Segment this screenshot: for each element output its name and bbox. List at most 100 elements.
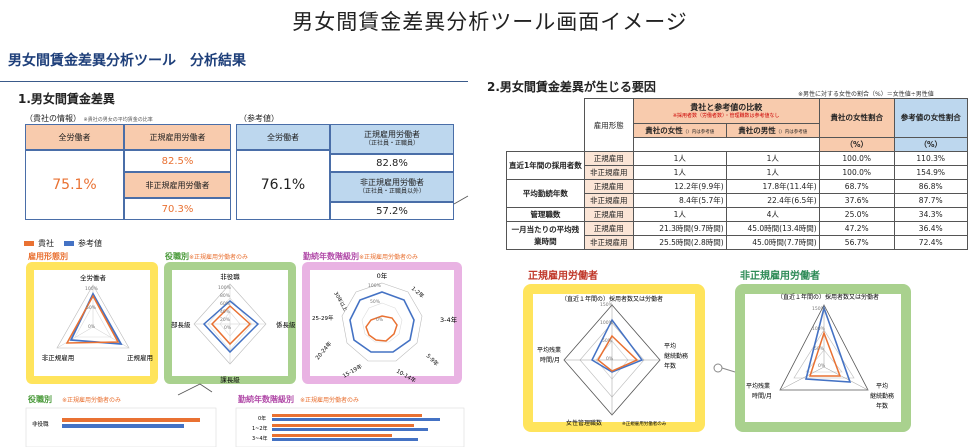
tenure-bar-cat-2: 3~4年 [252,435,268,442]
nonregular-tick-0: 0% [818,363,826,369]
table-row: 平均勤続年数 正規雇用 12.2年(9.9年) 17.8年(11.4年) 68.… [506,179,968,208]
nonregular-panel-title: 非正規雇用労働者 [740,271,820,282]
legend-company-swatch [24,241,34,246]
employment-tick-0: 0% [88,324,96,330]
reference-label: （参考値） [239,114,279,123]
employment-panel-inner [34,270,150,376]
regular-axis-tenure: 平均 [664,342,676,350]
tenure-tick-100: 100% [368,283,382,289]
tenure-panel-inner [310,270,454,376]
header-company-ratio: 貴社の女性割合 [818,98,895,138]
position-axis-dept: 部長級 [171,320,191,329]
row-group-overtime: 一月当たりの平均残業時間 [506,221,585,250]
header-company-pct: （%） [818,137,895,152]
svg-text:継続勤務: 継続勤務 [870,392,894,400]
header-female: 貴社の女性（）内は参考値 [632,123,727,138]
table-row: 非正規雇用 8.4年(5.7年) 22.4年(6.5年) 37.6% 87.7% [507,193,968,208]
tenure-bar-cat-0: 0年 [258,415,266,422]
position-tick-20: 20% [220,317,231,323]
employment-panel-title: 雇用形態別 [28,252,68,261]
tenure-bar-0-company [272,414,422,417]
employment-axis-regular: 正規雇用 [127,353,153,362]
regular-panel-title: 正規雇用労働者 [528,271,598,282]
svg-text:継続勤務: 継続勤務 [664,352,688,360]
regular-tick-150: 150% [600,302,614,308]
svg-text:年数: 年数 [664,362,676,370]
table-row: 非正規雇用 25.5時間(2.8時間) 45.0時間(7.7時間) 56.7% … [507,235,968,250]
regular-axis-hires: （直近１年間の）採用者数又は労働者 [561,295,663,303]
position-bar-cat: 非役職 [32,420,49,428]
tenure-axis-25-29: 25-29年 [312,314,334,322]
company-all-label: 全労働者 [25,124,124,150]
employment-axis-nonregular: 非正規雇用 [42,353,75,362]
regular-tick-100: 100% [600,320,614,326]
ratio-note: ※男性に対する女性の割合（%）＝女性値÷男性値 [798,91,934,98]
regular-managers-note: ※正規雇用労働者のみ [622,420,667,427]
tenure-tick-50: 50% [370,299,381,305]
employment-radar [56,284,130,349]
company-nonregular-value: 70.3% [124,198,231,220]
tenure-bar-cat-1: 1~2年 [252,425,268,432]
legend-company-label: 貴社 [38,239,54,248]
svg-text:年数: 年数 [876,402,888,410]
position-axis-section: 課長級 [220,375,240,384]
regular-axis-managers: 女性管理職数 [566,419,602,427]
tenure-bar-title: 勤続年数階級別 [238,394,294,404]
company-nonregular-label: 非正規雇用労働者 [124,172,231,198]
position-tick-60: 60% [220,301,231,307]
position-bar-company [62,418,200,422]
tenure-bar-1-reference [272,428,428,431]
tenure-bar-0-reference [272,418,440,421]
regular-tick-50: 50% [602,338,613,344]
section2-title: 2.男女間賃金差異が生じる要因 [487,80,656,94]
nonregular-tick-100: 100% [812,326,826,332]
svg-text:時間/月: 時間/月 [752,392,772,400]
page-title: 男女間賃金差異分析ツール画面イメージ [292,10,688,34]
header-employment-type: 雇用形態 [583,98,634,152]
nonregular-axis-hires: （直近１年間の）採用者数又は労働者 [777,293,879,301]
company-info-note: ※貴社の男女の平均賃金の比率 [83,117,153,123]
section1-title: 1.男女間賃金差異 [18,92,115,106]
tenure-bar-1-company [272,424,414,427]
regular-panel-inner [533,294,695,422]
header-reference-ratio: 参考値の女性割合 [893,98,968,138]
factor-table: 雇用形態 貴社と参考値の比較 ※採用者数（労働者数）・管理職数は参考値なし 貴社… [506,98,968,250]
nonregular-panel-inner [745,294,901,422]
position-panel-title: 役職別※正規雇用労働者のみ [165,252,249,261]
position-tick-40: 40% [220,309,231,315]
table-row: 非正規雇用 1人 1人 100.0% 154.9% [507,165,968,180]
employment-tick-50: 50% [86,305,97,311]
reference-all-label: 全労働者 [236,124,330,150]
nonregular-axis-overtime: 平均残業 [746,382,770,390]
company-regular-value: 82.5% [124,150,231,172]
reference-regular-value: 82.8% [330,154,454,172]
employment-axis-all: 全労働者 [80,273,107,282]
header-male: 貴社の男性（）内は参考値 [725,123,820,138]
chart-legend: 貴社 参考値 [24,238,102,249]
row-group-tenure: 平均勤続年数 [506,179,585,208]
company-all-value: 75.1% [25,150,124,220]
tenure-radar [341,282,423,362]
tenure-bar-2-company [272,434,392,437]
tenure-tick-0: 0% [376,317,384,323]
position-bar-title: 役職別 [27,394,52,404]
position-bar-sub: ※正規雇用労働者のみ [62,396,121,404]
nonregular-tick-150: 150% [812,306,826,312]
tenure-bar-2-reference [272,438,418,441]
tenure-panel-title: 勤続年数階級別※正規雇用労働者のみ [303,252,419,261]
employment-tick-100: 100% [85,286,99,292]
reference-regular-label: 正規雇用労働者 （正社員・正職員） [330,124,454,154]
position-axis-nonmanager: 非役職 [220,272,240,281]
position-bar-reference [62,424,184,428]
tenure-axis-0: 0年 [377,271,388,280]
connector-line [454,195,469,205]
tenure-axis-3-4: 3-4年 [440,315,458,324]
row-group-managers: 管理職数 [506,207,585,222]
reference-nonregular-label: 非正規雇用労働者 （正社員・正職員以外） [330,172,454,202]
position-tick-0: 0% [224,325,232,331]
regular-tick-0: 0% [606,356,614,362]
regular-axis-overtime: 平均残業 [537,346,561,354]
tenure-bar-sub: ※正規雇用労働者のみ [300,396,359,404]
company-info-label: （貴社の情報） ※貴社の男女の平均賃金の比率 [25,114,153,123]
